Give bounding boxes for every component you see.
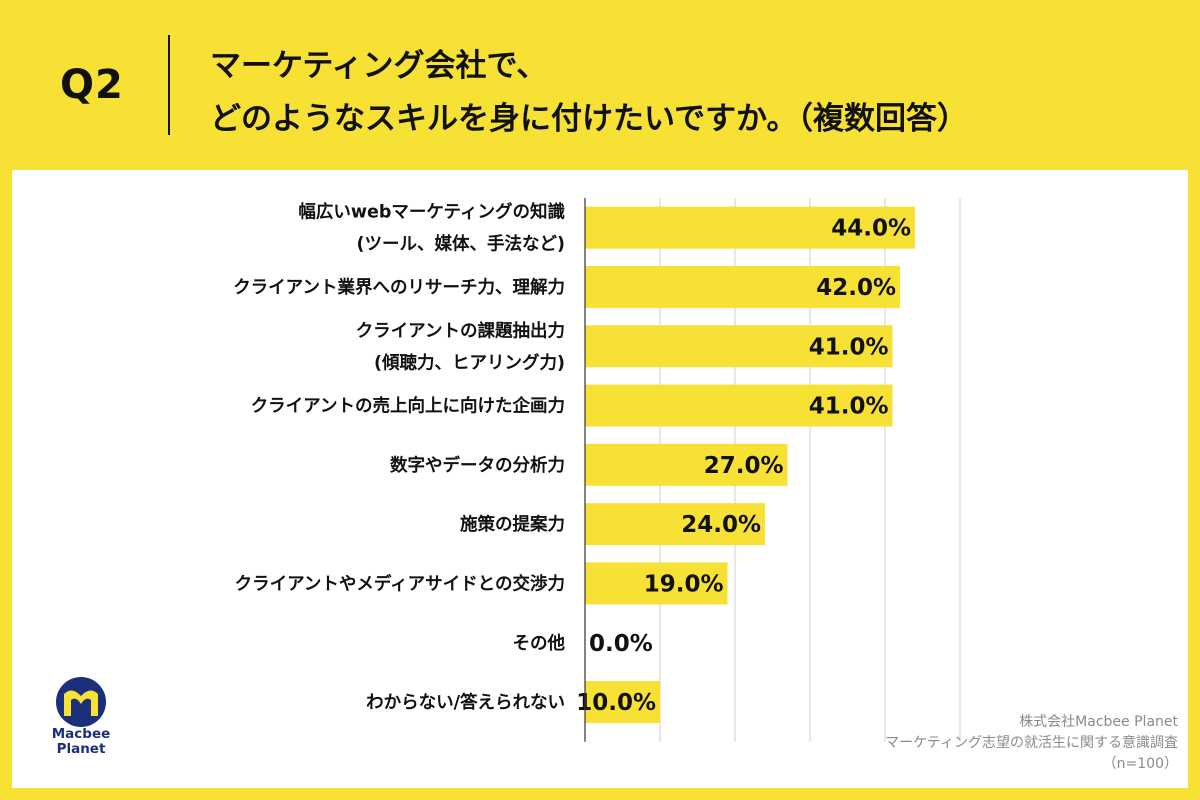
question-title-line2: どのようなスキルを身に付けたいですか。（複数回答） (210, 101, 968, 137)
category-label: クライアントの課題抽出力 (356, 320, 565, 341)
data-label: 10.0% (576, 690, 656, 716)
bar (585, 325, 893, 368)
source-company: 株式会社Macbee Planet (1019, 714, 1178, 730)
category-label: 施策の提案力 (460, 514, 565, 535)
category-label: わからない/答えられない (366, 692, 565, 713)
category-label: (傾聴力、ヒアリング力) (374, 352, 565, 373)
header: Q2 マーケティング会社で、 どのようなスキルを身に付けたいですか。（複数回答） (0, 0, 1200, 170)
question-number: Q2 (60, 62, 124, 108)
bar (585, 265, 900, 308)
data-label: 24.0% (681, 512, 761, 538)
logo-line2: Planet (56, 741, 106, 757)
bar (585, 503, 765, 546)
logo-line1: Macbee (51, 726, 111, 742)
data-label: 41.0% (809, 334, 889, 360)
source-note: 株式会社Macbee Planet マーケティング志望の就活生に関する意識調査 … (885, 712, 1178, 775)
category-label: クライアントやメディアサイドとの交渉力 (235, 573, 565, 594)
chart-panel: 44.0% 幅広いwebマーケティングの知識 (ツール、媒体、手法など) 42.0% ク… (12, 170, 1188, 788)
sample-size: （n=100） (1102, 756, 1178, 772)
category-label: 幅広いwebマーケティングの知識 (298, 202, 565, 223)
bar (585, 443, 788, 486)
data-label: 0.0% (589, 631, 653, 657)
macbee-planet-logo (56, 677, 106, 727)
category-label: (ツール、媒体、手法など) (357, 234, 566, 255)
question-title-line1: マーケティング会社で、 (210, 48, 548, 84)
bar (585, 681, 660, 724)
data-label: 44.0% (831, 216, 911, 242)
category-label: クライアント業界へのリサーチ力、理解力 (233, 277, 565, 298)
category-label: クライアントの売上向上に向けた企画力 (251, 396, 565, 417)
bar-chart: 44.0% 幅広いwebマーケティングの知識 (ツール、媒体、手法など) 42.0% ク… (233, 198, 961, 742)
bar (585, 384, 893, 427)
bar (585, 562, 728, 605)
data-label: 41.0% (809, 394, 889, 420)
data-label: 19.0% (644, 571, 724, 597)
data-label: 27.0% (704, 453, 784, 479)
bar (585, 206, 915, 249)
logo-text: Macbee Planet (26, 727, 136, 757)
category-label: 数字やデータの分析力 (390, 455, 565, 476)
data-label: 42.0% (816, 275, 896, 301)
source-survey: マーケティング志望の就活生に関する意識調査 (885, 735, 1178, 751)
category-label: その他 (513, 633, 566, 654)
header-divider (168, 35, 170, 135)
